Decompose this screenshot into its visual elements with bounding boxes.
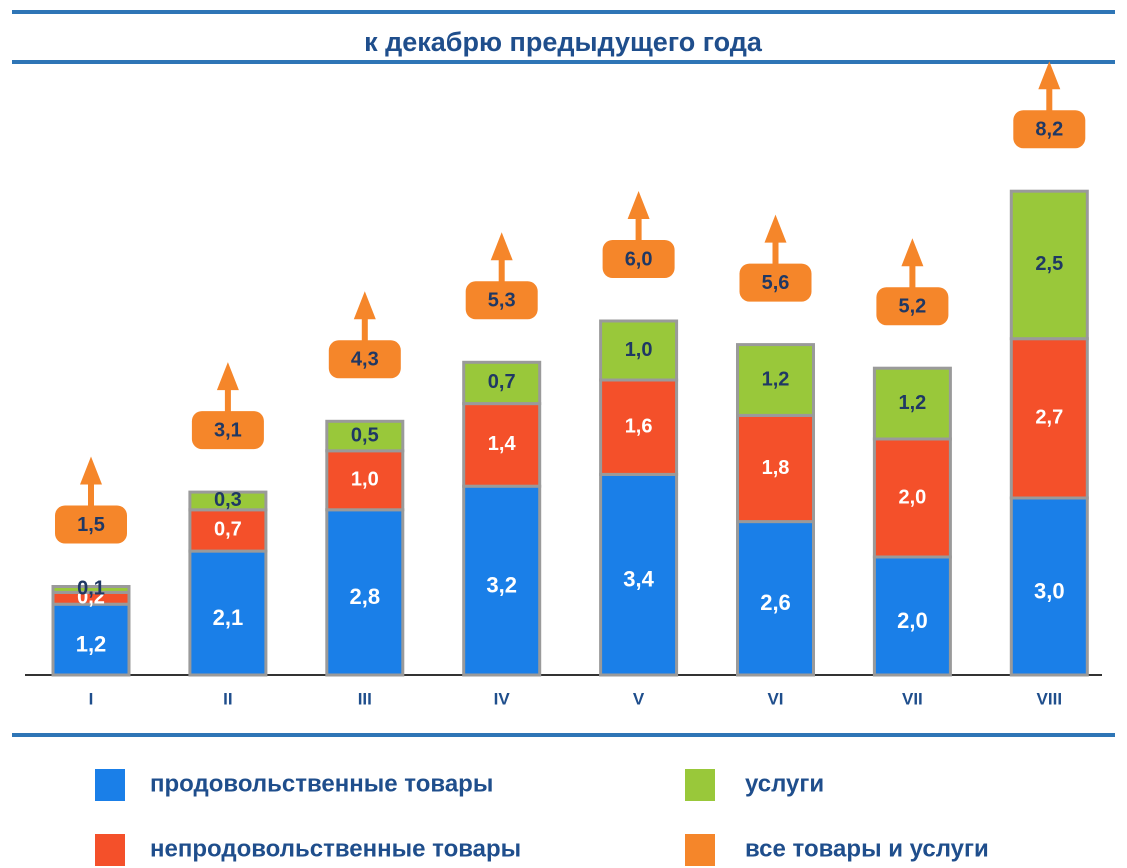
legend-swatch [685, 834, 715, 866]
x-tick-label: I [89, 689, 94, 708]
value-label: 1,8 [762, 457, 790, 479]
legend-label: все товары и услуги [745, 835, 989, 862]
bar-segment [599, 472, 679, 677]
total-arrow [490, 232, 513, 283]
bar-segment [1009, 496, 1089, 677]
x-tick-label: V [633, 689, 645, 708]
total-label: 6,0 [625, 248, 653, 270]
value-label: 1,2 [76, 631, 107, 656]
value-label: 0,3 [214, 489, 242, 511]
x-tick-label: VII [902, 689, 923, 708]
bar-segment [736, 413, 815, 524]
x-tick-label: II [223, 689, 232, 708]
legend-swatch [95, 834, 125, 866]
value-label: 1,6 [625, 415, 653, 437]
value-label: 2,8 [350, 584, 381, 609]
value-label: 1,2 [898, 392, 926, 414]
value-label: 2,6 [760, 590, 791, 615]
x-tick-label: VIII [1037, 689, 1063, 708]
total-callout [465, 281, 538, 320]
bar-segment [51, 585, 131, 594]
total-label: 1,5 [77, 514, 105, 536]
bar-segment [462, 402, 542, 488]
total-arrow [80, 456, 102, 507]
total-callout [602, 240, 675, 278]
value-label: 0,7 [488, 371, 516, 393]
bar-segment [325, 419, 405, 453]
value-label: 2,5 [1035, 253, 1063, 275]
total-label: 8,2 [1035, 118, 1063, 140]
total-callout [876, 287, 949, 326]
legend-swatch [95, 769, 125, 801]
total-callout [328, 340, 401, 379]
value-label: 0,1 [77, 578, 105, 600]
bar-segment [599, 319, 679, 382]
legend-swatch [685, 769, 715, 801]
bar-segment [325, 508, 405, 677]
total-label: 5,6 [762, 272, 790, 294]
value-label: 3,2 [486, 572, 517, 597]
bar-segment [872, 555, 952, 677]
bar-segment [736, 520, 815, 677]
bar-segment [51, 602, 131, 677]
total-arrow [1038, 61, 1061, 112]
value-label: 0,5 [351, 424, 379, 446]
bar-segment [872, 366, 952, 441]
total-label: 5,2 [898, 295, 926, 317]
legend-label: продовольственные товары [150, 770, 493, 797]
total-label: 3,1 [214, 419, 242, 441]
total-callout [1013, 110, 1086, 149]
total-callout [739, 263, 812, 302]
total-arrow [353, 291, 376, 342]
x-tick-label: VI [767, 689, 783, 708]
x-tick-label: IV [494, 689, 511, 708]
chart-title: к декабрю предыдущего года [364, 27, 763, 57]
total-arrow [764, 214, 787, 265]
value-label: 2,1 [213, 605, 244, 630]
bar-segment [736, 343, 815, 417]
total-arrow [627, 191, 650, 241]
value-label: 3,4 [623, 567, 654, 592]
value-label: 0,7 [214, 519, 242, 541]
bar-segment [1009, 337, 1089, 500]
total-arrow [901, 238, 924, 289]
x-tick-label: III [358, 689, 372, 708]
total-callout [191, 411, 264, 450]
bar-segment [462, 360, 542, 406]
value-label: 1,2 [762, 368, 790, 390]
value-label: 2,7 [1035, 407, 1063, 429]
bar-segment [1009, 189, 1089, 341]
value-label: 1,4 [488, 433, 517, 455]
value-label: 2,0 [898, 486, 926, 508]
legend-label: непродовольственные товары [150, 835, 521, 862]
value-label: 1,0 [351, 469, 379, 491]
bar-segment [188, 490, 268, 512]
legend-label: услуги [745, 770, 824, 797]
total-arrow [216, 362, 239, 413]
bar-segment [188, 549, 268, 677]
total-label: 4,3 [351, 349, 379, 371]
bar-segment [872, 437, 952, 559]
bar-segment [599, 378, 679, 476]
total-label: 5,3 [488, 290, 516, 312]
total-callout [55, 505, 127, 544]
value-label: 2,0 [897, 608, 928, 633]
value-label: 3,0 [1034, 578, 1065, 603]
value-label: 1,0 [625, 339, 653, 361]
